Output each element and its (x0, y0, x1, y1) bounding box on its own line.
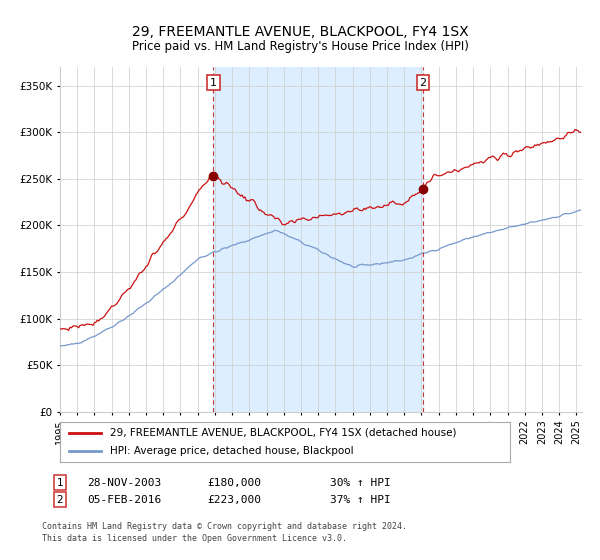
Text: £180,000: £180,000 (207, 478, 261, 488)
Text: 1: 1 (210, 78, 217, 88)
Text: 2: 2 (419, 78, 427, 88)
Text: 28-NOV-2003: 28-NOV-2003 (87, 478, 161, 488)
Text: £223,000: £223,000 (207, 494, 261, 505)
Text: 29, FREEMANTLE AVENUE, BLACKPOOL, FY4 1SX: 29, FREEMANTLE AVENUE, BLACKPOOL, FY4 1S… (131, 25, 469, 39)
Text: 37% ↑ HPI: 37% ↑ HPI (330, 494, 391, 505)
Bar (213, 67, 423, 412)
Text: 29, FREEMANTLE AVENUE, BLACKPOOL, FY4 1SX (detached house): 29, FREEMANTLE AVENUE, BLACKPOOL, FY4 1S… (110, 428, 456, 438)
Text: 2: 2 (56, 494, 64, 505)
Text: 30% ↑ HPI: 30% ↑ HPI (330, 478, 391, 488)
Text: Price paid vs. HM Land Registry's House Price Index (HPI): Price paid vs. HM Land Registry's House … (131, 40, 469, 53)
Text: 05-FEB-2016: 05-FEB-2016 (87, 494, 161, 505)
Text: 1: 1 (56, 478, 64, 488)
Text: Contains HM Land Registry data © Crown copyright and database right 2024.: Contains HM Land Registry data © Crown c… (42, 522, 407, 531)
Text: This data is licensed under the Open Government Licence v3.0.: This data is licensed under the Open Gov… (42, 534, 347, 543)
Text: HPI: Average price, detached house, Blackpool: HPI: Average price, detached house, Blac… (110, 446, 353, 456)
